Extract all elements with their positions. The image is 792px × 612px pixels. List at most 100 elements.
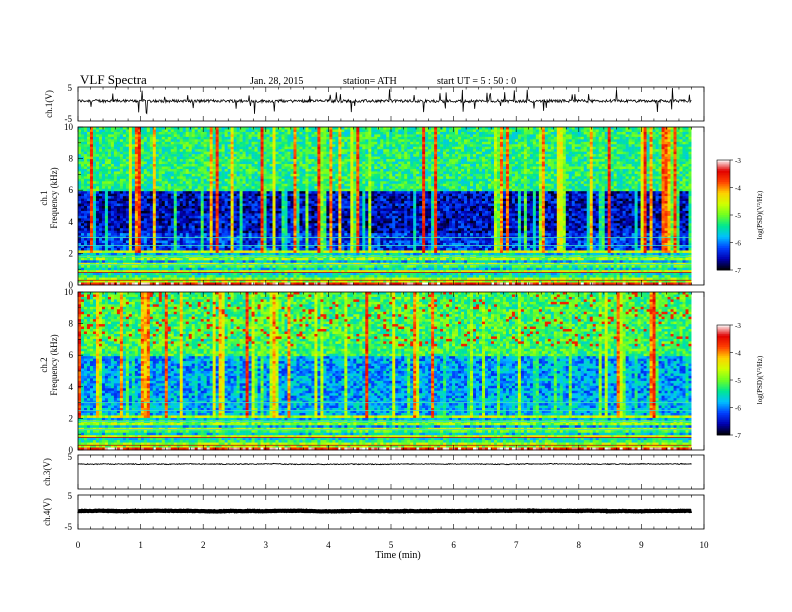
spectrogram-cell [526,166,531,170]
spectrogram-cell [122,178,127,182]
spectrogram-cell [359,164,363,167]
spectrogram-cell [547,166,552,170]
spectrogram-cell [101,146,106,150]
spectrogram-cell [467,149,471,152]
spectrogram-cell [628,141,632,145]
spectrogram-cell [493,131,498,135]
spectrogram-cell [482,156,486,160]
spectrogram-cell [682,134,686,138]
spectrogram-cell [146,139,151,143]
spectrogram-cell [649,181,653,185]
spectrogram-cell [284,166,288,170]
spectrogram-cell [263,134,267,138]
spectrogram-cell [580,139,585,143]
spectrogram-cell [577,136,582,140]
spectrogram-cell [538,161,543,165]
spectrogram-cell [625,127,629,130]
spectrogram-cell [673,164,677,167]
spectrogram-cell [476,134,480,138]
spectrogram-cell [116,144,121,148]
spectrogram-cell [356,131,360,135]
spectrogram-cell [350,166,354,170]
spectrogram-cell [502,154,507,157]
spectrogram-cell [670,161,674,165]
spectrogram-cell [284,151,288,155]
spectrogram-cell [251,131,255,135]
spectrogram-cell [556,154,561,157]
spectrogram-cell [257,181,261,185]
spectrogram-cell [580,154,585,157]
spectrogram-cell [302,141,306,145]
spectrogram-cell [173,151,178,155]
spectrogram-cell [350,178,354,182]
spectrogram-cell [550,178,555,182]
spectrogram-cell [161,166,166,170]
spectrogram-cell [449,166,453,170]
spectrogram-cell [113,149,118,152]
spectrogram-cell [80,134,85,138]
spectrogram-cell [197,134,201,138]
spectrogram-cell [401,183,405,187]
spectrogram-cell [386,144,390,148]
spectrogram-cell [350,171,354,175]
spectrogram-cell [535,164,540,167]
spectrogram-cell [655,168,659,172]
spectrogram-cell [263,136,267,140]
spectrogram-cell [374,156,378,160]
spectrogram-cell [242,154,246,157]
spectrogram-cell [619,168,623,172]
spectrogram-cell [413,166,417,170]
spectrogram-cell [128,156,133,160]
spectrogram-cell [209,141,213,145]
spectrogram-cell [410,171,414,175]
spectrogram-cell [505,146,510,150]
spectrogram-cell [320,161,324,165]
spectrogram-cell [200,166,204,170]
spectrogram-cell [206,171,210,175]
spectrogram-cell [128,131,133,135]
spectrogram-cell [239,136,243,140]
spectrogram-cell [410,139,414,143]
spectrogram-cell [682,154,686,157]
spectrogram-cell [410,181,414,185]
spectrogram-cell [404,181,408,185]
spectrogram-cell [149,146,154,150]
spectrogram-cell [239,164,243,167]
spectrogram-cell [440,168,444,172]
spectrogram-cell [667,127,671,130]
spectrogram-cell [622,171,626,175]
spectrogram-cell [113,178,118,182]
spectrogram-cell [338,136,342,140]
spectrogram-cell [257,156,261,160]
spectrogram-cell [604,181,608,185]
spectrogram-cell [499,129,504,133]
spectrogram-cell [470,129,474,133]
spectrogram-cell [233,141,237,145]
spectrogram-cell [517,154,522,157]
spectrogram-cell [113,159,118,162]
spectrogram-cell [571,181,576,185]
spectrogram-cell [634,136,638,140]
spectrogram-cell [646,139,650,143]
spectrogram-cell [676,136,680,140]
spectrogram-cell [104,181,109,185]
spectrogram-cell [520,166,525,170]
spectrogram-cell [218,134,222,138]
spectrogram-cell [188,183,193,187]
spectrogram-cell [194,173,198,177]
spectrogram-cell [311,131,315,135]
spectrogram-cell [487,136,492,140]
spectrogram-cell [78,136,82,140]
spectrogram-cell [233,151,237,155]
spectrogram-cell [152,161,157,165]
spectrogram-cell [553,129,558,133]
spectrogram-cell [464,178,468,182]
spectrogram-cell [335,144,339,148]
spectrogram-cell [290,161,294,165]
spectrogram-cell [83,171,88,175]
spectrogram-cell [422,149,426,152]
spectrogram-cell [125,166,130,170]
spectrogram-cell [532,149,537,152]
spectrogram-cell [493,139,498,143]
spectrogram-cell [350,183,354,187]
